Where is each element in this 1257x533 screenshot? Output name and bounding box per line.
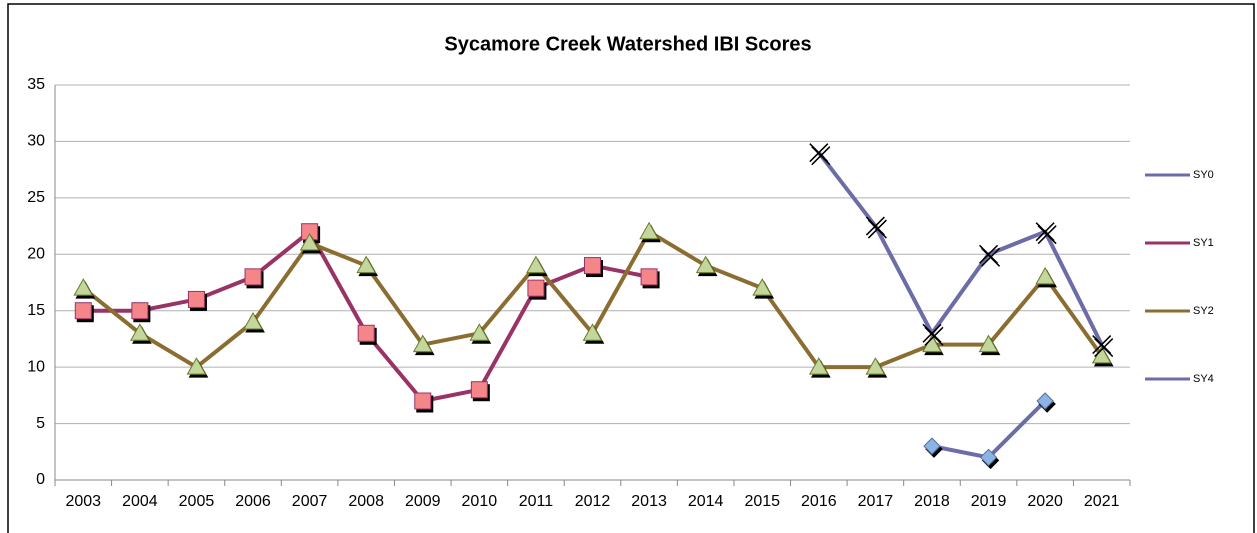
marker: [470, 381, 488, 399]
marker: [979, 244, 999, 264]
x-tick-label: 2004: [122, 493, 158, 510]
marker: [469, 323, 490, 341]
marker: [640, 268, 658, 286]
x-tick-label: 2021: [1084, 493, 1120, 510]
marker: [1092, 335, 1112, 355]
marker: [73, 278, 94, 296]
marker: [865, 216, 885, 236]
marker: [922, 323, 942, 343]
x-tick-label: 2014: [688, 493, 724, 510]
marker: [584, 257, 601, 275]
legend-label: SY4: [1193, 373, 1214, 385]
x-tick-label: 2012: [575, 493, 611, 510]
marker: [922, 334, 942, 353]
legend-label: SY2: [1193, 305, 1214, 317]
x-tick-label: 2008: [348, 493, 384, 510]
x-tick-label: 2015: [744, 493, 780, 510]
x-tick-label: 2016: [801, 493, 837, 510]
series-line: [817, 151, 1104, 346]
marker: [131, 302, 149, 320]
legend-label: SY0: [1193, 169, 1214, 181]
x-tick-label: 2003: [65, 493, 101, 510]
x-tick-label: 2007: [292, 493, 328, 510]
marker: [414, 392, 432, 410]
y-tick-label: 0: [36, 471, 45, 488]
x-tick-label: 2019: [971, 493, 1007, 510]
marker: [752, 278, 773, 296]
x-tick-label: 2013: [631, 493, 667, 510]
marker: [979, 448, 998, 467]
marker: [923, 437, 941, 455]
marker: [639, 221, 659, 240]
x-tick-label: 2017: [858, 493, 894, 510]
x-tick-label: 2018: [914, 493, 950, 510]
marker: [1091, 345, 1112, 364]
marker: [299, 232, 320, 251]
chart-title: Sycamore Creek Watershed IBI Scores: [444, 33, 811, 55]
marker: [74, 302, 92, 320]
marker: [243, 311, 263, 330]
marker: [186, 357, 207, 375]
x-tick-label: 2010: [462, 493, 498, 510]
x-tick-label: 2009: [405, 493, 441, 510]
marker: [244, 268, 262, 286]
marker: [526, 255, 546, 274]
y-tick-label: 20: [27, 246, 45, 263]
y-tick-label: 15: [27, 302, 45, 319]
marker: [130, 323, 150, 341]
marker: [1035, 266, 1055, 285]
marker: [695, 255, 716, 274]
y-tick-label: 25: [27, 189, 45, 206]
marker: [808, 357, 829, 375]
x-tick-label: 2006: [235, 493, 271, 510]
marker: [1035, 222, 1055, 242]
x-tick-label: 2020: [1027, 493, 1063, 510]
marker: [978, 334, 999, 353]
marker: [1036, 392, 1054, 410]
marker: [187, 290, 205, 308]
marker: [412, 334, 433, 353]
y-tick-label: 35: [27, 76, 45, 93]
marker: [356, 255, 377, 274]
y-tick-label: 10: [27, 358, 45, 375]
marker: [865, 357, 886, 375]
marker: [357, 324, 375, 342]
chart-border: [7, 3, 1255, 533]
marker: [527, 279, 545, 297]
x-tick-label: 2005: [179, 493, 215, 510]
y-tick-label: 5: [36, 415, 45, 432]
marker: [809, 143, 829, 163]
x-tick-label: 2011: [519, 493, 554, 510]
y-tick-label: 30: [27, 133, 45, 150]
legend-label: SY1: [1193, 237, 1214, 249]
marker: [582, 323, 603, 341]
